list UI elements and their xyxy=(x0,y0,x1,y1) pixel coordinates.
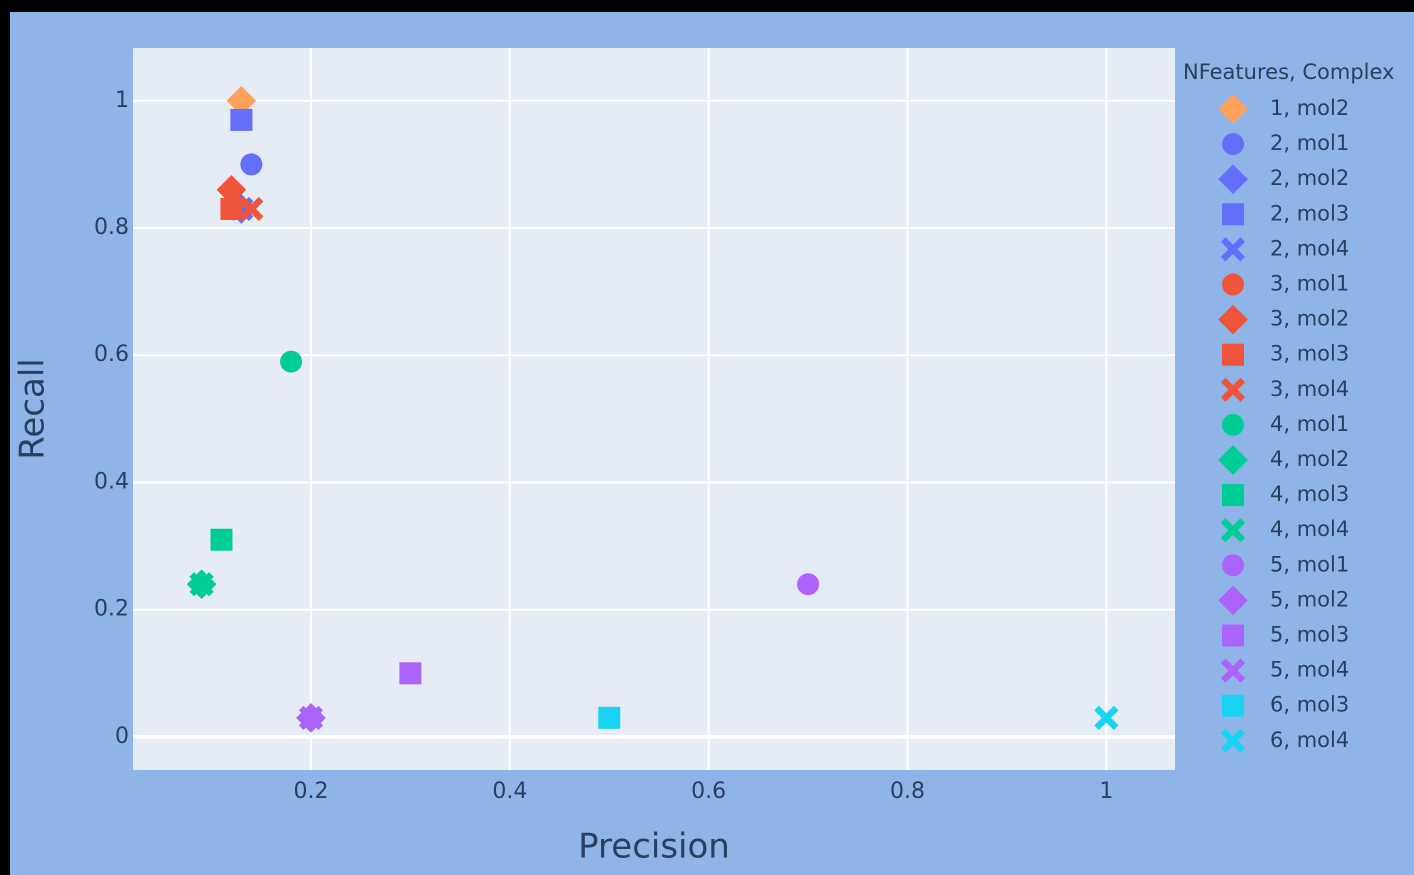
point xyxy=(280,351,302,373)
legend-label: 4, mol3 xyxy=(1270,482,1349,506)
legend-symbol xyxy=(1222,414,1244,436)
legend-label: 1, mol2 xyxy=(1270,96,1349,120)
point xyxy=(399,662,421,684)
legend-symbol xyxy=(1222,274,1244,296)
legend-label: 5, mol4 xyxy=(1270,658,1349,682)
legend-label: 3, mol1 xyxy=(1270,272,1349,296)
x-axis-title: Precision xyxy=(578,827,730,867)
legend-label: 2, mol3 xyxy=(1270,201,1349,225)
y-tick-label: 0.8 xyxy=(94,215,129,240)
x-tick-label: 0.2 xyxy=(293,779,328,804)
legend-label: 6, mol3 xyxy=(1270,693,1349,717)
legend-label: 4, mol2 xyxy=(1270,447,1349,471)
legend-label: 3, mol4 xyxy=(1270,377,1349,401)
point xyxy=(797,573,819,595)
legend-symbol xyxy=(1222,695,1244,717)
y-tick-label: 0 xyxy=(115,724,129,749)
legend-label: 6, mol4 xyxy=(1270,728,1349,752)
y-tick-label: 1 xyxy=(115,88,129,113)
legend-symbol xyxy=(1222,554,1244,576)
legend-label: 4, mol1 xyxy=(1270,412,1349,436)
chart: Precision Recall NFeatures, Complex 0.2 0… xyxy=(0,0,1414,875)
legend-label: 3, mol2 xyxy=(1270,307,1349,331)
legend-label: 5, mol2 xyxy=(1270,587,1349,611)
legend-label: 2, mol4 xyxy=(1270,236,1349,260)
point xyxy=(240,153,262,175)
point xyxy=(230,109,252,131)
x-tick-label: 0.8 xyxy=(890,779,925,804)
legend-label: 2, mol2 xyxy=(1270,166,1349,190)
point xyxy=(598,707,620,729)
y-axis-title: Recall xyxy=(13,358,53,459)
point xyxy=(210,529,232,551)
legend-label: 4, mol4 xyxy=(1270,517,1349,541)
y-tick-label: 0.2 xyxy=(94,597,129,622)
legend-label: 2, mol1 xyxy=(1270,131,1349,155)
legend-symbol xyxy=(1222,625,1244,647)
legend-symbol xyxy=(1222,203,1244,225)
legend-symbol xyxy=(1222,133,1244,155)
legend-symbol xyxy=(1222,344,1244,366)
page: {"chart_data": {"type": "scatter", "x_la… xyxy=(0,0,1414,875)
y-tick-label: 0.4 xyxy=(94,469,129,494)
x-tick-label: 1 xyxy=(1099,779,1113,804)
legend-title: NFeatures, Complex xyxy=(1183,60,1394,84)
legend-label: 3, mol3 xyxy=(1270,342,1349,366)
plot-area xyxy=(133,48,1175,770)
legend-symbol xyxy=(1222,484,1244,506)
legend-label: 5, mol1 xyxy=(1270,552,1349,576)
legend-label: 5, mol3 xyxy=(1270,623,1349,647)
y-tick-label: 0.6 xyxy=(94,342,129,367)
point xyxy=(220,198,242,220)
x-tick-label: 0.6 xyxy=(691,779,726,804)
x-tick-label: 0.4 xyxy=(492,779,527,804)
